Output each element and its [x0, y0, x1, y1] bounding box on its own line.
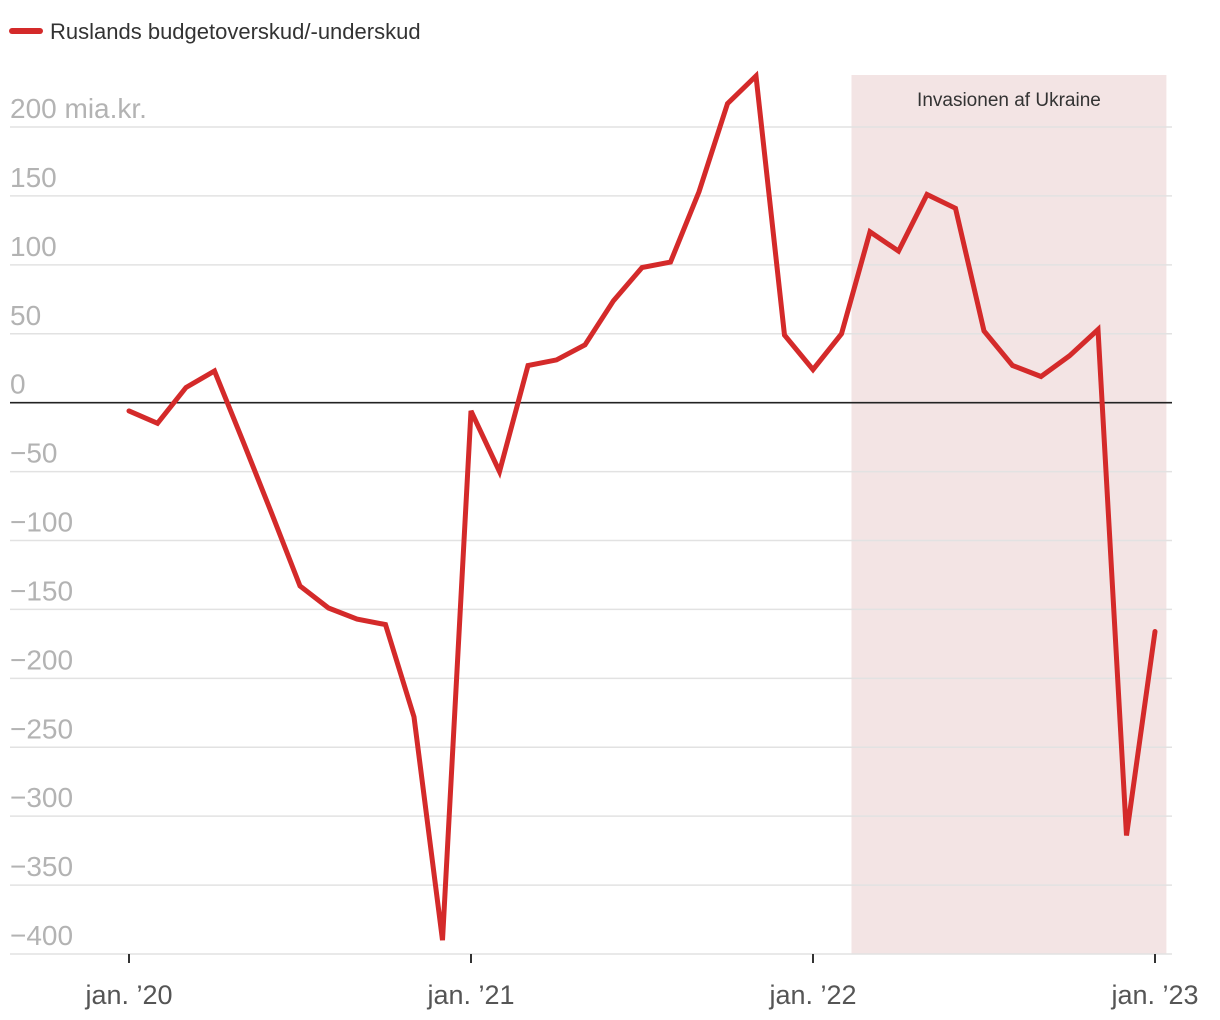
y-tick-label-11: −350 [10, 851, 73, 882]
legend: Ruslands budgetoverskud/-underskud [9, 19, 421, 44]
x-tick-label-1: jan. ’21 [426, 980, 514, 1010]
x-tick-label-2: jan. ’22 [768, 980, 856, 1010]
y-tick-label-9: −250 [10, 713, 73, 744]
series-line-0 [126, 70, 1158, 941]
y-tick-label-1: 150 [10, 162, 57, 193]
y-tick-label-4: 0 [10, 369, 26, 400]
y-tick-label-3: 50 [10, 300, 41, 331]
y-tick-label-7: −150 [10, 575, 73, 606]
y-tick-label-2: 100 [10, 231, 57, 262]
y-tick-label-5: −50 [10, 438, 58, 469]
y-tick-label-10: −300 [10, 782, 73, 813]
x-tick-label-3: jan. ’23 [1110, 980, 1198, 1010]
y-tick-label-8: −200 [10, 644, 73, 675]
legend-label: Ruslands budgetoverskud/-underskud [50, 19, 421, 44]
invasion-shaded-region [851, 75, 1167, 954]
y-tick-label-6: −100 [10, 507, 73, 538]
x-tick-label-0: jan. ’20 [84, 980, 172, 1010]
y-tick-label-0: 200 mia.kr. [10, 93, 147, 124]
y-tick-label-12: −400 [10, 920, 73, 951]
invasion-annotation: Invasionen af Ukraine [917, 90, 1101, 111]
